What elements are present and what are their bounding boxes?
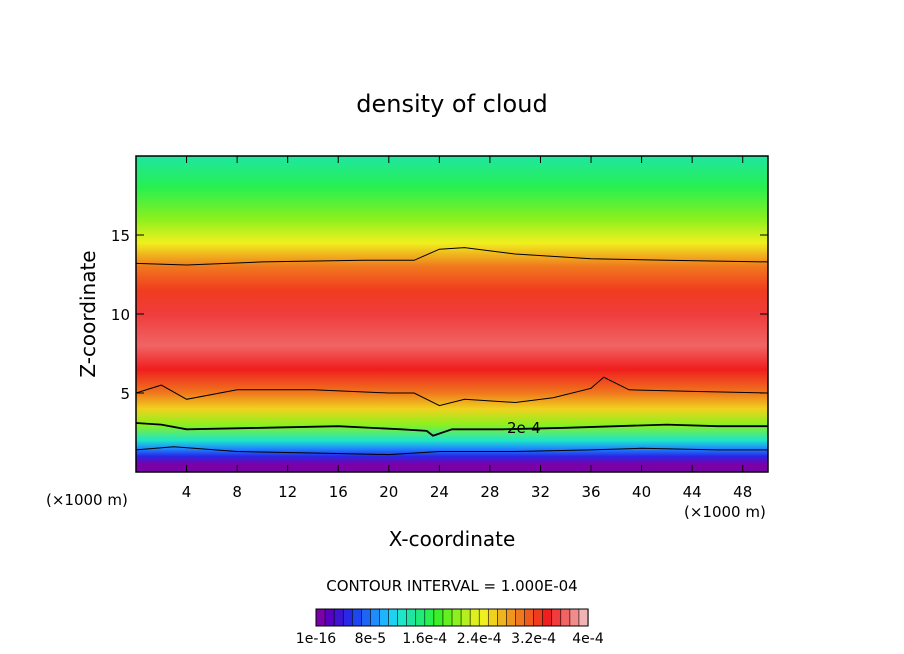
colorbar-swatch [533, 608, 544, 627]
colorbar-swatch [524, 608, 535, 627]
colorbar-swatch [478, 608, 489, 627]
colorbar-swatch [469, 608, 480, 627]
y-axis-ticks: 5 10 15 [111, 227, 768, 403]
colorbar-swatch [542, 608, 553, 627]
colorbar-swatch [361, 608, 372, 627]
colorbar-swatch [551, 608, 562, 627]
x-axis-label: X-coordinate [389, 527, 516, 551]
plot-area [136, 156, 768, 472]
contour-line-1e-4 [136, 446, 768, 456]
colorbar-ticks: 1e-16 8e-5 1.6e-4 2.4e-4 3.2e-4 4e-4 [296, 631, 604, 647]
x-tick-label: 24 [430, 483, 449, 501]
contour-label: 2e-4 [507, 419, 541, 437]
colorbar-swatch [487, 608, 498, 627]
colorbar-tick-label: 8e-5 [355, 631, 386, 647]
colorbar-swatch [515, 608, 526, 627]
x-tick-label: 32 [531, 483, 550, 501]
x-tick-label: 48 [733, 483, 752, 501]
z-unit-label: (×1000 m) [684, 503, 766, 521]
y-tick-label: 5 [120, 385, 130, 403]
colorbar-swatch [451, 608, 462, 627]
x-tick-label: 40 [632, 483, 651, 501]
colorbar-swatch [351, 608, 362, 627]
x-tick-label: 28 [480, 483, 499, 501]
colorbar-swatch [442, 608, 453, 627]
colorbar-swatch [424, 608, 435, 627]
colorbar-swatch [324, 608, 335, 627]
colorbar-swatch [379, 608, 390, 627]
colorbar-swatch [460, 608, 471, 627]
colorbar-swatch [433, 608, 444, 627]
colorbar [315, 608, 589, 627]
colorbar-swatch [342, 608, 353, 627]
colorbar-swatch [406, 608, 417, 627]
x-tick-label: 12 [278, 483, 297, 501]
colorbar-swatch [578, 608, 589, 627]
x-axis-ticks: 4 8 12 16 20 24 28 32 36 40 44 48 [182, 156, 752, 501]
density-field [136, 156, 768, 472]
colorbar-tick-label: 1.6e-4 [402, 631, 447, 647]
colorbar-tick-label: 3.2e-4 [511, 631, 556, 647]
y-axis-label: Z-coordinate [76, 250, 100, 377]
colorbar-swatch [315, 608, 326, 627]
contour-line-upper-3e-4 [136, 247, 768, 266]
colorbar-swatch [388, 608, 399, 627]
x-tick-label: 8 [232, 483, 242, 501]
x-tick-label: 44 [683, 483, 702, 501]
colorbar-tick-label: 4e-4 [572, 631, 604, 647]
colorbar-frame [315, 608, 589, 627]
y-tick-label: 15 [111, 227, 130, 245]
colorbar-swatch [333, 608, 344, 627]
chart-title: density of cloud [356, 90, 547, 118]
colorbar-swatch [415, 608, 426, 627]
x-tick-label: 20 [379, 483, 398, 501]
x-unit-label: (×1000 m) [46, 491, 128, 509]
x-tick-label: 16 [329, 483, 348, 501]
colorbar-swatch [569, 608, 580, 627]
colorbar-tick-label: 1e-16 [296, 631, 336, 647]
x-tick-label: 36 [581, 483, 600, 501]
colorbar-swatch [506, 608, 517, 627]
contour-lines [136, 247, 768, 456]
colorbar-tick-label: 2.4e-4 [457, 631, 502, 647]
contour-interval-label: CONTOUR INTERVAL = 1.000E-04 [326, 577, 577, 595]
colorbar-swatch [397, 608, 408, 627]
colorbar-swatch [560, 608, 571, 627]
y-tick-label: 10 [111, 306, 130, 324]
contour-line-2e-4 [136, 422, 768, 437]
colorbar-swatch [370, 608, 381, 627]
contour-line-lower-3e-4 [136, 376, 768, 407]
x-tick-label: 4 [182, 483, 192, 501]
colorbar-swatch [497, 608, 508, 627]
